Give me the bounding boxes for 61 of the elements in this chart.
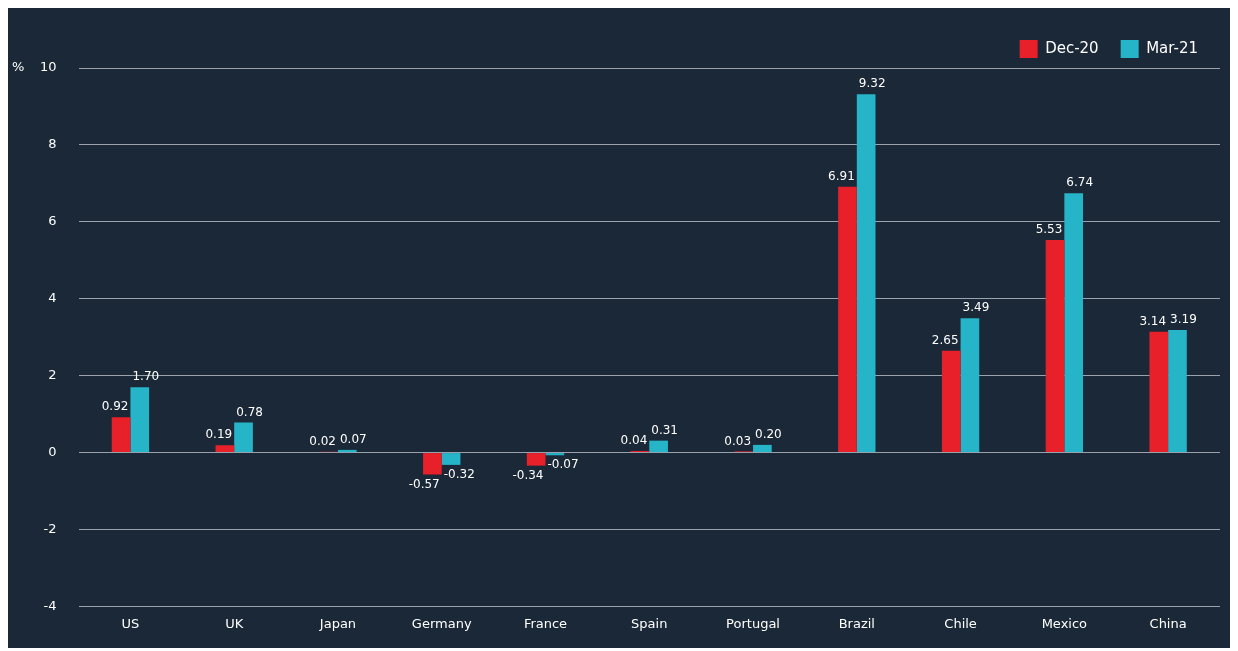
bar — [838, 186, 857, 453]
bar — [960, 318, 980, 453]
y-tick-label: 0 — [48, 443, 57, 459]
bar — [1064, 193, 1084, 453]
bar — [1168, 329, 1187, 453]
y-tick-label: 8 — [48, 136, 57, 152]
data-label: 0.02 — [309, 433, 336, 448]
legend-label: Mar-21 — [1146, 38, 1198, 57]
legend-label: Dec-20 — [1045, 38, 1099, 57]
x-tick-label: US — [121, 615, 140, 631]
bar — [1149, 331, 1169, 453]
data-label: -0.57 — [408, 476, 440, 491]
bar — [234, 422, 253, 453]
data-label: -0.32 — [443, 467, 475, 481]
x-tick-label: France — [523, 615, 568, 631]
data-label: 9.32 — [858, 76, 886, 91]
data-label: 0.78 — [236, 404, 263, 419]
x-tick-label: Germany — [411, 615, 472, 631]
y-tick-label: 4 — [48, 290, 57, 306]
bar — [526, 453, 546, 466]
y-tick-label: 2 — [48, 367, 57, 383]
bar — [215, 445, 235, 453]
x-tick-label: Chile — [944, 615, 977, 631]
data-label: 3.19 — [1170, 312, 1197, 327]
x-tick-label: Spain — [631, 615, 668, 631]
bar — [1045, 239, 1065, 453]
bar — [337, 449, 357, 453]
bar — [441, 453, 461, 465]
x-tick-label: Brazil — [838, 615, 875, 631]
bar — [111, 417, 131, 453]
data-label: 2.65 — [931, 332, 959, 347]
data-label: 0.03 — [724, 433, 752, 448]
data-label: 0.07 — [339, 432, 367, 446]
y-tick-label: -4 — [43, 597, 57, 613]
data-label: 5.53 — [1035, 222, 1063, 237]
data-label: -0.34 — [512, 467, 544, 482]
bar — [753, 444, 772, 453]
x-tick-label: Mexico — [1041, 615, 1088, 631]
data-label: 0.20 — [755, 427, 782, 442]
data-label: 0.31 — [651, 422, 678, 437]
y-tick-label: 10 — [40, 59, 57, 75]
data-label: 0.92 — [101, 399, 129, 414]
bar — [856, 94, 876, 453]
bar — [423, 453, 442, 475]
data-label: 0.04 — [620, 433, 648, 448]
bar — [941, 350, 961, 453]
data-label: -0.07 — [547, 457, 579, 472]
bar — [649, 440, 668, 453]
x-tick-label: Japan — [318, 615, 357, 631]
data-label: 6.91 — [828, 168, 855, 183]
y-tick-label: 6 — [48, 213, 57, 229]
y-axis-title: % — [12, 59, 25, 75]
x-tick-label: Portugal — [726, 615, 780, 631]
x-tick-label: China — [1149, 615, 1187, 631]
data-label: 0.19 — [205, 427, 233, 442]
data-label: 6.74 — [1066, 175, 1094, 190]
y-tick-label: -2 — [43, 520, 57, 536]
data-label: 3.14 — [1139, 313, 1167, 328]
x-tick-label: UK — [225, 615, 244, 631]
data-label: 3.49 — [962, 300, 990, 315]
bar — [130, 387, 150, 453]
